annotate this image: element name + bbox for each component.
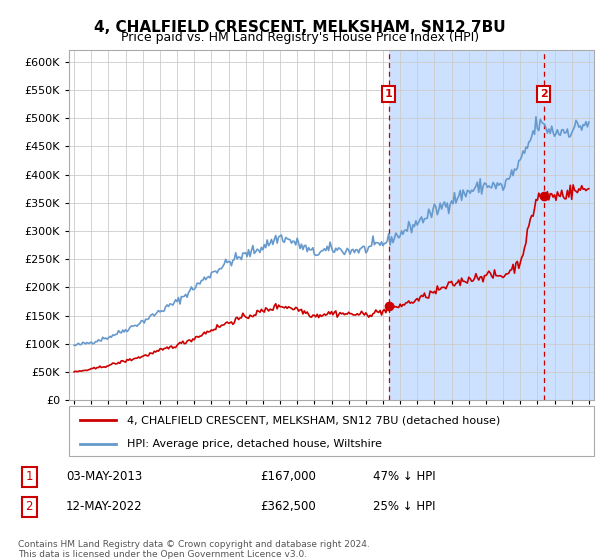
Text: 25% ↓ HPI: 25% ↓ HPI <box>373 500 436 514</box>
Text: £362,500: £362,500 <box>260 500 316 514</box>
Text: 1: 1 <box>385 89 392 99</box>
Text: 2: 2 <box>539 89 547 99</box>
Text: 12-MAY-2022: 12-MAY-2022 <box>66 500 143 514</box>
Text: HPI: Average price, detached house, Wiltshire: HPI: Average price, detached house, Wilt… <box>127 439 382 449</box>
Text: 4, CHALFIELD CRESCENT, MELKSHAM, SN12 7BU (detached house): 4, CHALFIELD CRESCENT, MELKSHAM, SN12 7B… <box>127 415 500 425</box>
Text: Price paid vs. HM Land Registry's House Price Index (HPI): Price paid vs. HM Land Registry's House … <box>121 31 479 44</box>
Text: Contains HM Land Registry data © Crown copyright and database right 2024.
This d: Contains HM Land Registry data © Crown c… <box>18 540 370 559</box>
Text: 03-MAY-2013: 03-MAY-2013 <box>66 470 142 483</box>
Text: 2: 2 <box>26 500 33 514</box>
Text: 47% ↓ HPI: 47% ↓ HPI <box>373 470 436 483</box>
Text: 4, CHALFIELD CRESCENT, MELKSHAM, SN12 7BU: 4, CHALFIELD CRESCENT, MELKSHAM, SN12 7B… <box>94 20 506 35</box>
Text: 1: 1 <box>26 470 33 483</box>
Text: £167,000: £167,000 <box>260 470 316 483</box>
Bar <box>389 50 594 400</box>
